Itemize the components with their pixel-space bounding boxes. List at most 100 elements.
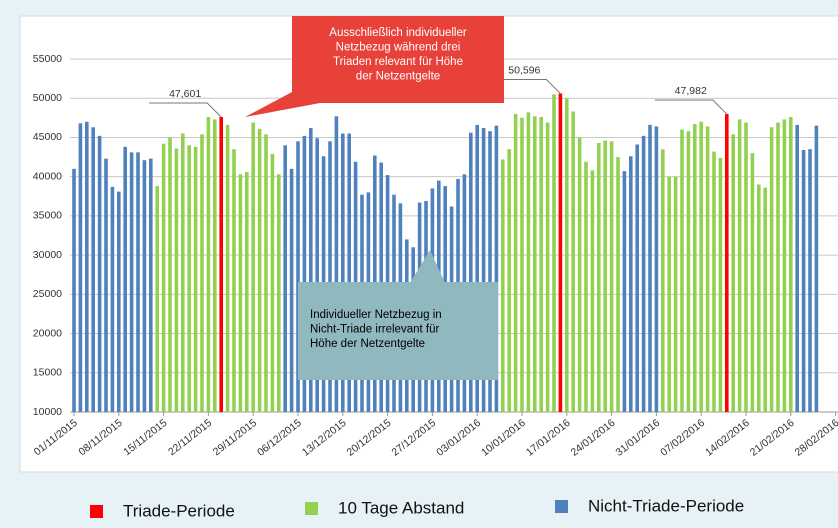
bar [334,116,339,413]
bar [629,156,633,412]
bar [693,124,697,412]
bar [193,146,198,412]
bar [763,187,767,412]
bar [117,191,121,412]
bar [718,157,723,412]
bar [641,135,646,412]
bar [654,126,659,412]
bar [725,114,729,413]
bar [469,132,473,412]
bar [168,137,172,412]
bar [801,149,806,413]
bar [270,153,275,412]
legend-label: 10 Tage Abstand [338,498,464,517]
bar [187,145,191,413]
bar [744,122,748,412]
bar [545,122,550,412]
bar [104,158,108,412]
bar [238,174,243,412]
y-tick-label: 45000 [33,131,62,143]
bar [571,111,575,413]
y-tick-label: 30000 [33,249,62,261]
bar [750,153,755,412]
legend: Triade-Periode 10 Tage Abstand Nicht-Triad… [90,496,744,520]
bar [245,171,249,412]
bar [494,125,499,412]
y-tick-label: 35000 [33,210,62,222]
bar [72,168,76,412]
bar [667,176,671,412]
bar [590,170,595,412]
bar [814,125,819,412]
bar [533,116,537,413]
bar [539,117,543,412]
bar [155,186,159,412]
y-tick-label: 50000 [33,92,62,104]
bar [251,122,255,412]
bar [520,117,524,412]
bar [309,128,313,412]
bar [673,176,678,412]
bar [513,113,518,413]
bar [507,149,511,412]
bar [174,148,179,412]
bar [161,143,166,412]
callout-text: Netzbezug während drei [336,42,461,54]
bar [97,135,102,412]
leader-line [488,79,561,94]
legend-swatch [305,502,318,515]
bar [136,152,140,413]
bar [705,126,710,412]
bar [481,128,486,412]
bar [78,123,83,412]
bar [347,133,351,412]
legend-swatch [555,500,568,513]
bar [609,141,614,412]
bar [789,117,793,412]
bar [808,149,812,412]
bar [584,161,588,412]
bar [597,142,601,413]
bar [264,134,268,412]
bar [232,149,236,412]
bar [206,117,211,412]
bar [757,184,761,412]
callout-text: Ausschließlich individueller [329,27,467,39]
leader-line [654,99,728,115]
bar [85,121,89,412]
bar [200,134,204,412]
bar [731,134,735,412]
y-tick-label: 15000 [33,367,62,379]
bar [795,124,799,412]
bar [289,168,294,412]
bar [129,152,134,413]
data-label: 47,982 [675,85,707,97]
bar [635,144,639,412]
bar [680,129,684,412]
callout-text: Individueller Netzbezug in [310,309,442,321]
callout-text: Triaden relevant für Höhe [333,56,463,68]
bar [181,133,185,412]
callout-text: Höhe der Netzentgelte [310,338,425,350]
bar [501,159,505,412]
legend-label: Nicht-Triade-Periode [588,496,744,515]
bar [776,122,780,412]
legend-label: Triade-Periode [123,501,235,520]
bar [699,121,703,412]
y-tick-label: 40000 [33,170,62,182]
bar [661,149,665,412]
leader-line [149,102,222,118]
data-label: 50,596 [508,65,540,77]
bar [686,131,691,412]
bar [782,119,787,412]
callout-text: der Netzentgelte [356,71,440,83]
y-tick-label: 55000 [33,53,62,65]
bar [277,174,281,412]
legend-swatch [90,505,103,518]
callout-text: Nicht-Triade irrelevant für [310,324,439,336]
bar [552,94,556,413]
callout-box [292,16,504,103]
bar [149,158,153,412]
bar [257,128,262,412]
bar [565,98,569,412]
